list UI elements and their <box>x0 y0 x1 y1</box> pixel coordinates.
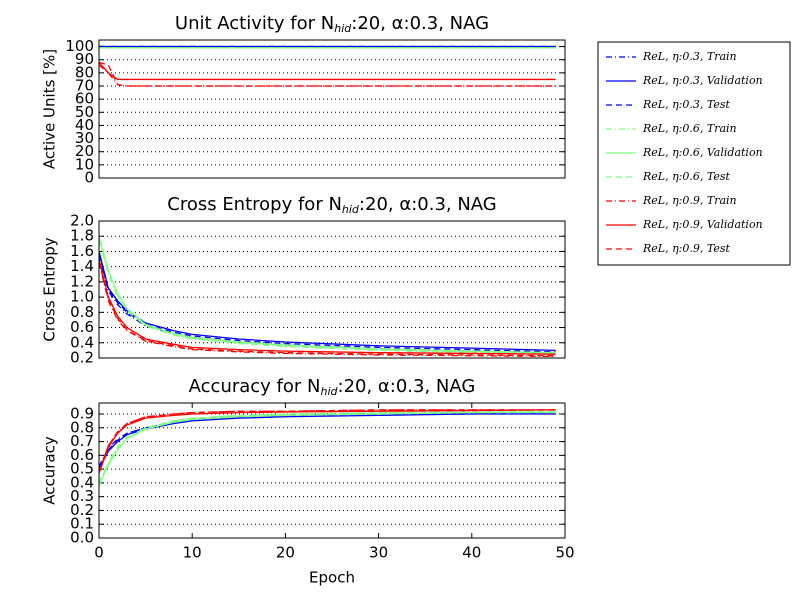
y-axis-label: Accuracy <box>41 436 59 505</box>
x-tick-label: 20 <box>276 544 295 562</box>
legend-label: ReL, η:0.6, Train <box>642 122 737 135</box>
data-line <box>99 64 556 87</box>
y-tick-label: 0.6 <box>70 318 94 336</box>
y-axis-label: Active Units [%] <box>41 49 59 169</box>
y-tick-label: 30 <box>75 129 94 147</box>
x-tick-label: 10 <box>183 544 202 562</box>
data-line <box>99 255 556 354</box>
data-line <box>99 252 556 353</box>
y-tick-label: 20 <box>75 142 94 160</box>
data-line <box>99 61 556 81</box>
data-line <box>99 413 556 470</box>
y-tick-label: 2.0 <box>70 212 94 230</box>
y-tick-label: 0.6 <box>70 446 94 464</box>
y-axis-label: Cross Entropy <box>41 237 59 341</box>
y-tick-label: 100 <box>65 37 94 55</box>
y-tick-label: 90 <box>75 50 94 68</box>
y-tick-label: 80 <box>75 63 94 81</box>
title-subscript: hid <box>334 22 352 35</box>
y-tick-label: 1.8 <box>70 227 94 245</box>
chart-title: Cross Entropy for Nhid:20, α:0.3, NAG <box>167 194 497 216</box>
legend-label: ReL, η:0.3, Validation <box>642 74 763 87</box>
data-line <box>99 410 556 484</box>
y-tick-label: 0.3 <box>70 487 94 505</box>
x-tick-label: 0 <box>94 544 104 562</box>
data-line <box>99 411 556 486</box>
title-text: Cross Entropy for N <box>167 194 342 215</box>
y-tick-label: 10 <box>75 155 94 173</box>
data-line <box>99 237 556 355</box>
y-tick-label: 0.0 <box>70 529 94 547</box>
plot-frame <box>98 402 566 539</box>
y-tick-label: 0.8 <box>70 303 94 321</box>
title-subscript: hid <box>342 203 360 216</box>
y-tick-label: 0.4 <box>70 473 94 491</box>
y-tick-label: 0.8 <box>70 418 94 436</box>
legend-label: ReL, η:0.9, Train <box>642 194 737 207</box>
plot-frame <box>98 39 566 179</box>
y-tick-label: 0.2 <box>70 501 94 519</box>
legend-label: ReL, η:0.6, Test <box>642 170 731 183</box>
y-tick-label: 1.6 <box>70 242 94 260</box>
title-text: :20, α:0.3, NAG <box>351 13 489 34</box>
data-line <box>99 409 556 473</box>
data-line <box>99 262 556 358</box>
title-subscript: hid <box>321 385 339 398</box>
data-line <box>99 251 556 352</box>
y-tick-label: 0.7 <box>70 432 94 450</box>
data-line <box>99 409 556 473</box>
data-line <box>99 260 556 357</box>
data-line <box>99 236 556 354</box>
y-tick-label: 0.2 <box>70 349 94 367</box>
data-line <box>99 409 556 474</box>
y-tick-label: 1.0 <box>70 288 94 306</box>
data-line <box>99 239 556 355</box>
legend-label: ReL, η:0.3, Train <box>642 50 737 63</box>
y-tick-label: 1.4 <box>70 257 94 275</box>
chart-title: Unit Activity for Nhid:20, α:0.3, NAG <box>175 13 489 35</box>
x-axis-label: Epoch <box>309 569 355 587</box>
y-tick-label: 50 <box>75 103 94 121</box>
chart-title: Accuracy for Nhid:20, α:0.3, NAG <box>189 376 476 398</box>
data-line <box>99 61 556 87</box>
title-text: :20, α:0.3, NAG <box>338 376 476 397</box>
y-tick-label: 0.9 <box>70 405 94 423</box>
x-tick-label: 30 <box>369 544 388 562</box>
y-tick-label: 70 <box>75 77 94 95</box>
title-text: Unit Activity for N <box>175 13 334 34</box>
data-line <box>99 258 556 355</box>
x-tick-label: 40 <box>462 544 481 562</box>
x-tick-label: 50 <box>555 544 574 562</box>
data-line <box>99 410 556 485</box>
title-text: :20, α:0.3, NAG <box>359 194 497 215</box>
y-tick-label: 0.1 <box>70 515 94 533</box>
title-text: Accuracy for N <box>189 376 321 397</box>
y-tick-label: 1.2 <box>70 272 94 290</box>
plot-frame <box>98 220 566 359</box>
y-tick-label: 0.4 <box>70 333 94 351</box>
data-line <box>99 411 556 467</box>
legend-label: ReL, η:0.6, Validation <box>642 146 763 159</box>
y-tick-label: 0.5 <box>70 460 94 478</box>
legend-label: ReL, η:0.9, Validation <box>642 218 763 231</box>
legend-label: ReL, η:0.9, Test <box>642 242 731 255</box>
data-line <box>99 411 556 469</box>
legend-label: ReL, η:0.3, Test <box>642 98 731 111</box>
y-tick-label: 0 <box>84 169 94 187</box>
y-tick-label: 60 <box>75 90 94 108</box>
y-tick-label: 40 <box>75 116 94 134</box>
